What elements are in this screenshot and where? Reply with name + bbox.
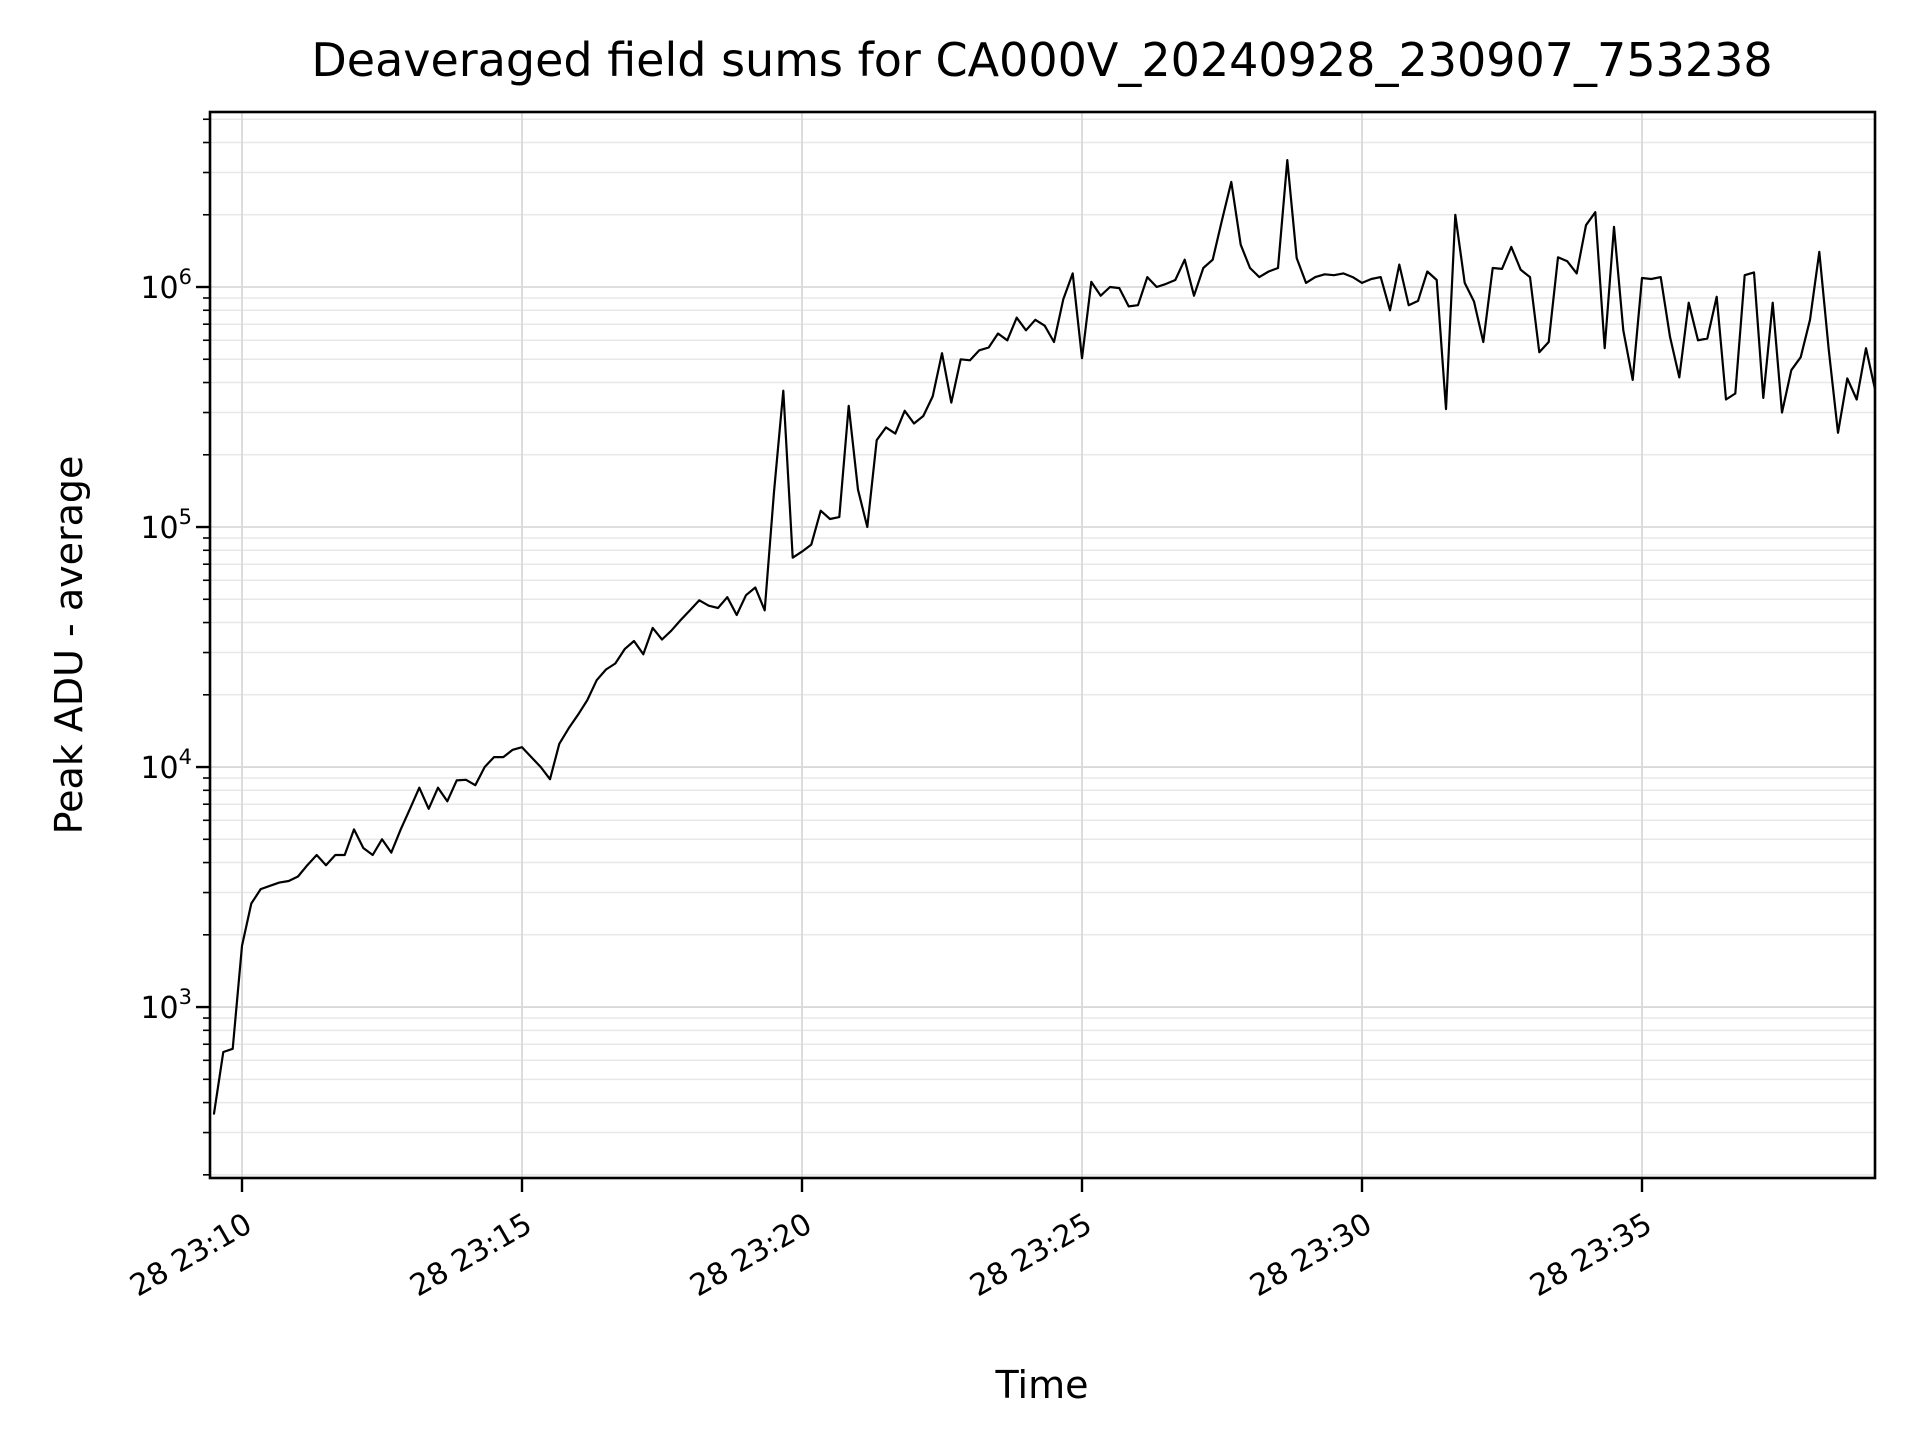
tick-labels: 103 104 105 106 28 23:10 28 23:15 28 23:20 28 2… [124,265,1658,1304]
x-tick-label: 28 23:20 [684,1207,818,1304]
y-tick-label: 105 [140,505,192,546]
x-tick-label: 28 23:15 [404,1207,538,1304]
y-tick-label: 103 [140,985,192,1026]
chart-title: Deaveraged field sums for CA000V_2024092… [311,33,1772,87]
x-tick-label: 28 23:35 [1524,1207,1658,1304]
axes-spines-and-ticks [196,110,1877,1192]
x-tick-label: 28 23:30 [1244,1207,1378,1304]
x-axis-label: Time [995,1363,1089,1407]
grid-lines [210,112,1875,1178]
y-tick-label: 104 [140,745,192,786]
x-tick-label: 28 23:10 [124,1207,258,1304]
y-tick-label: 106 [140,265,192,306]
data-series-line [212,159,1875,1115]
y-axis-label: Peak ADU - average [47,456,91,835]
x-tick-label: 28 23:25 [964,1207,1098,1304]
